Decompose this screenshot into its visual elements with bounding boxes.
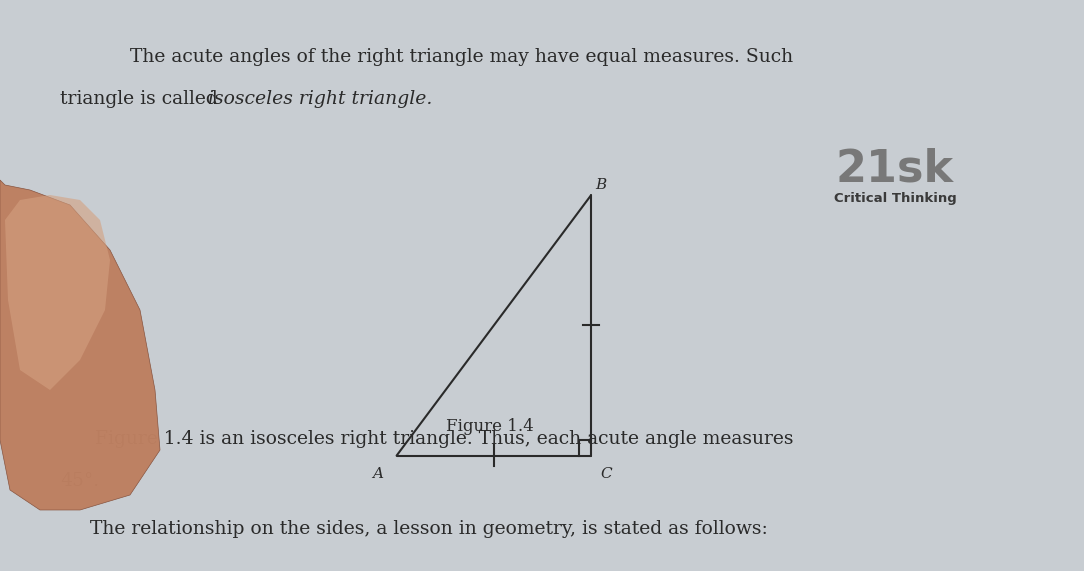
Text: isosceles right triangle.: isosceles right triangle. bbox=[208, 90, 433, 108]
Text: A: A bbox=[372, 467, 383, 481]
Polygon shape bbox=[0, 180, 160, 510]
Text: triangle is called: triangle is called bbox=[60, 90, 223, 108]
Text: Figure 1.4 is an isosceles right triangle. Thus, each acute angle measures: Figure 1.4 is an isosceles right triangl… bbox=[95, 430, 793, 448]
Text: B: B bbox=[595, 178, 606, 192]
Text: The acute angles of the right triangle may have equal measures. Such: The acute angles of the right triangle m… bbox=[130, 48, 793, 66]
Text: The relationship on the sides, a lesson in geometry, is stated as follows:: The relationship on the sides, a lesson … bbox=[90, 520, 767, 538]
Text: Critical Thinking: Critical Thinking bbox=[834, 192, 956, 205]
Polygon shape bbox=[5, 195, 109, 390]
Text: 45°.: 45°. bbox=[60, 472, 99, 490]
Text: C: C bbox=[601, 467, 612, 481]
Text: 21sk: 21sk bbox=[836, 148, 954, 191]
Text: Figure 1.4: Figure 1.4 bbox=[447, 418, 534, 435]
Polygon shape bbox=[0, 180, 160, 510]
